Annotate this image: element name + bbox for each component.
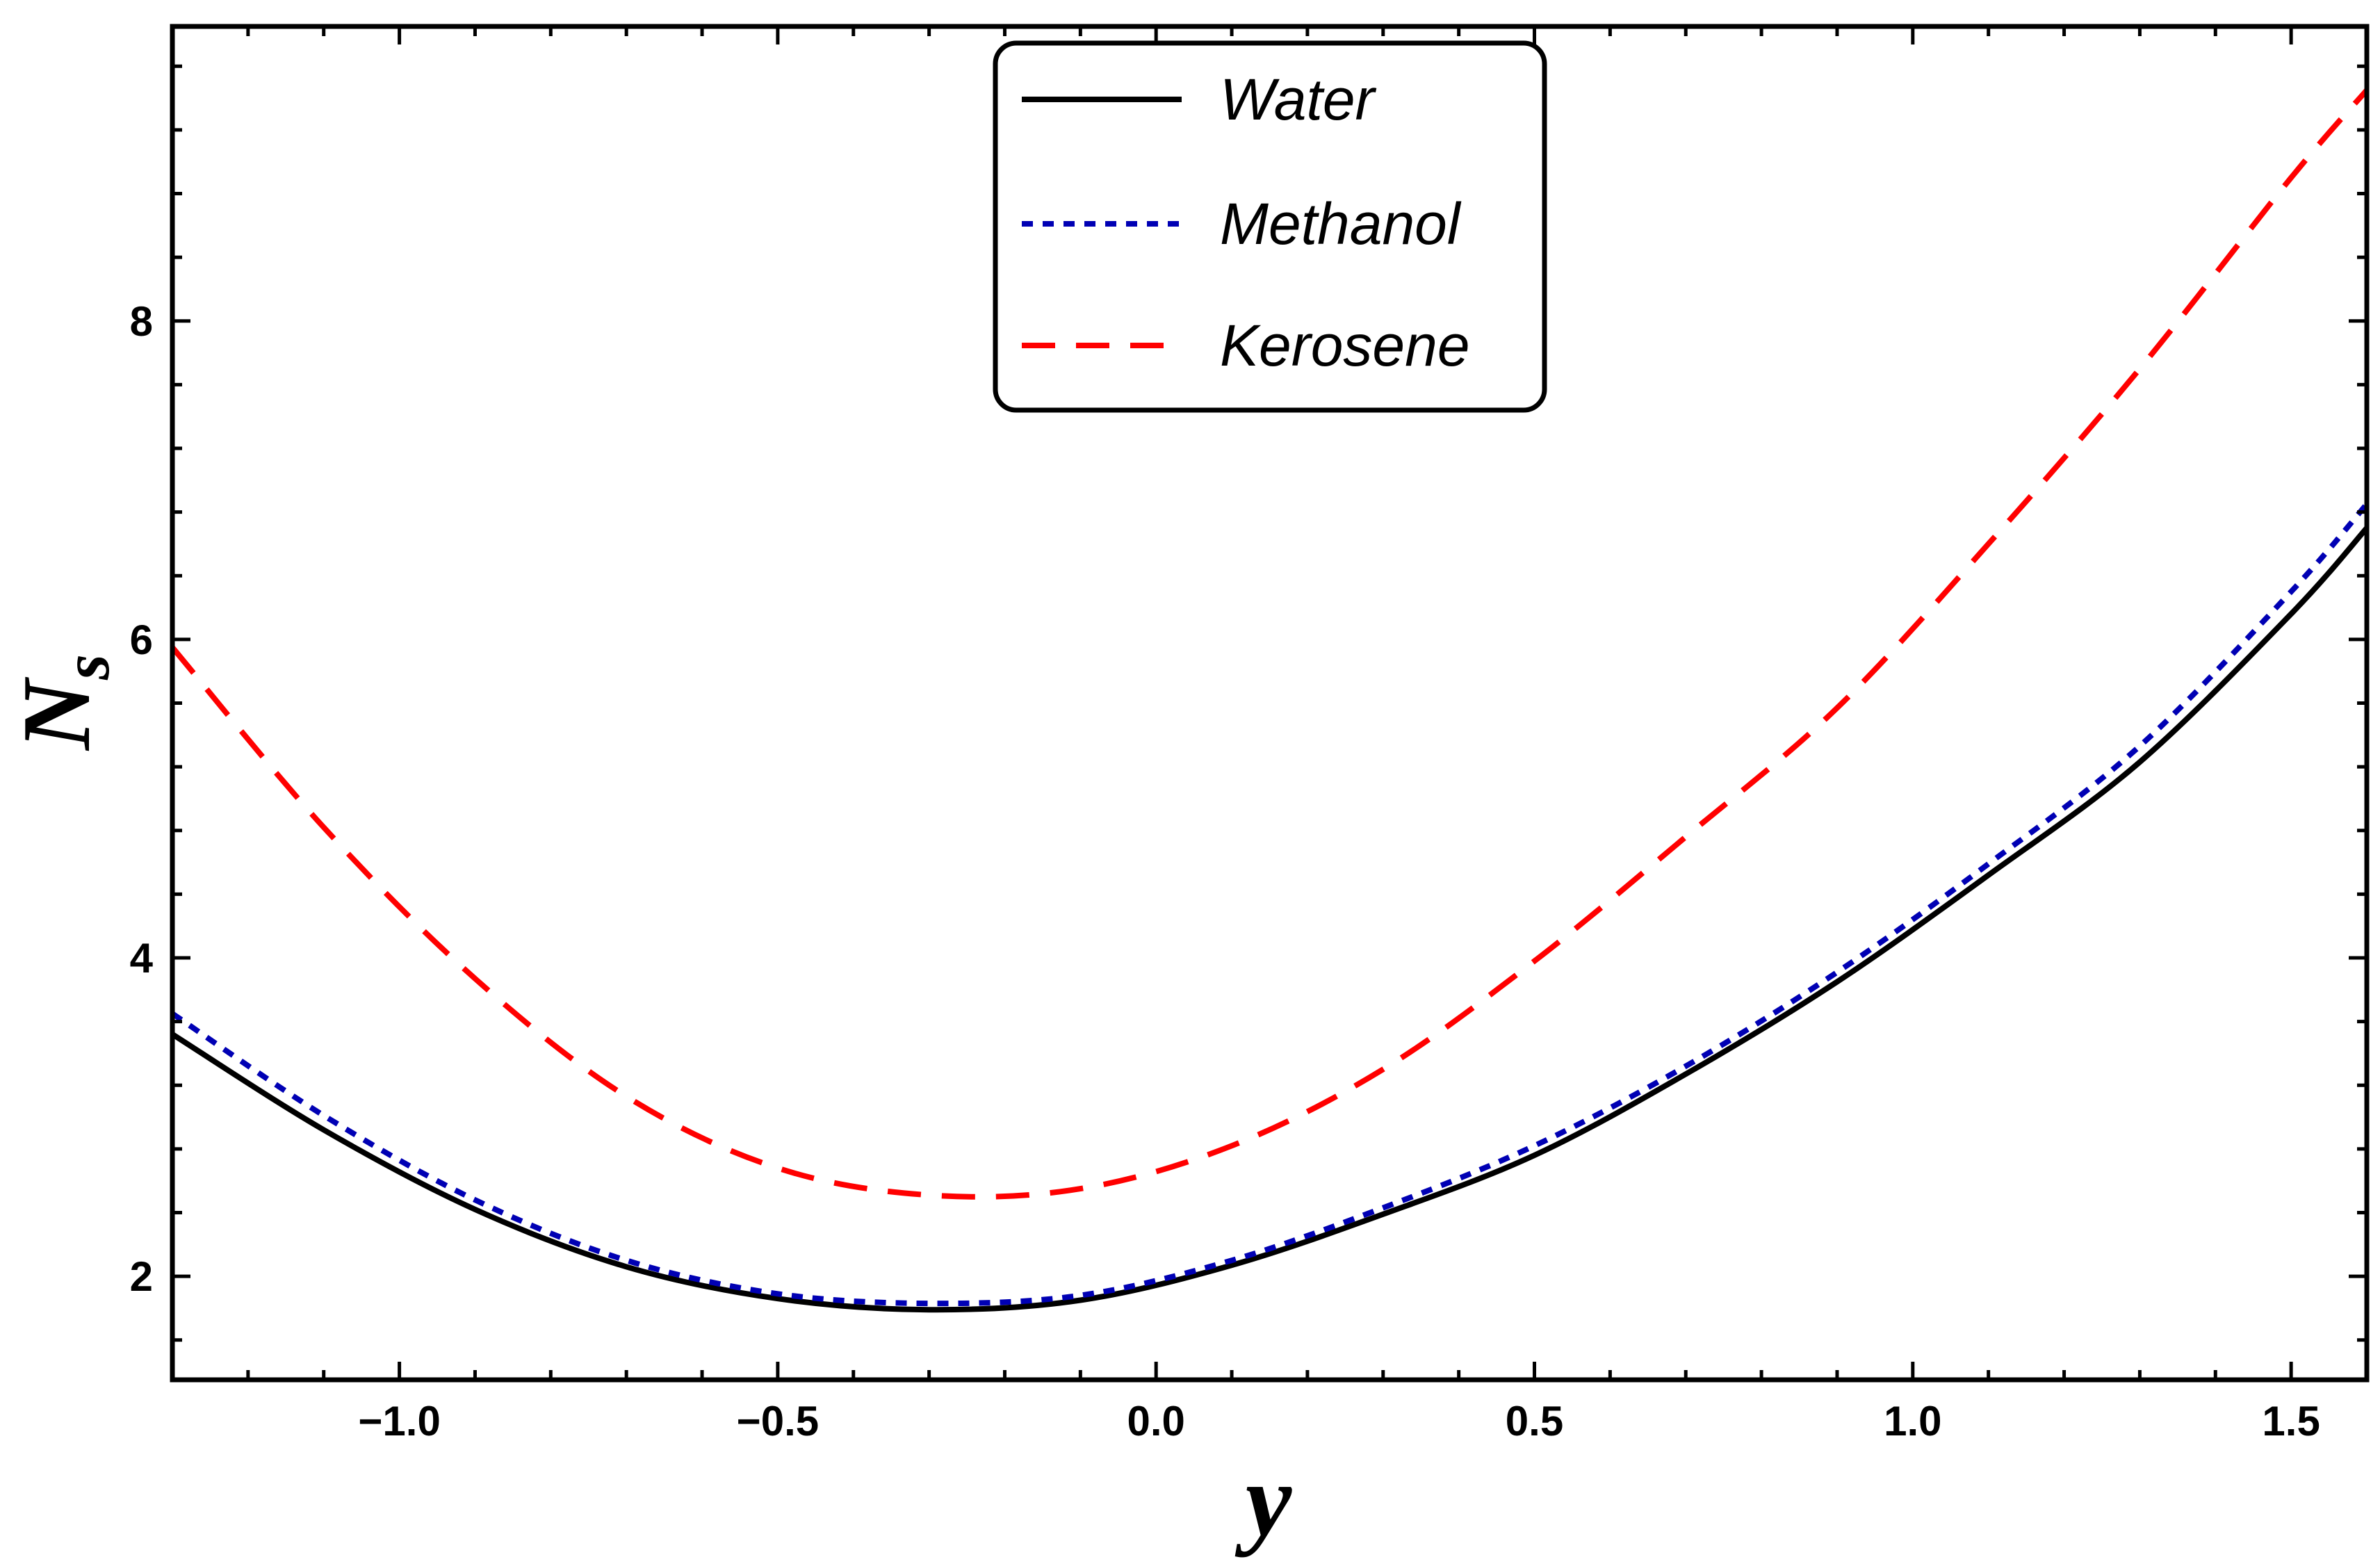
y-tick-label: 4 bbox=[130, 935, 154, 981]
y-axis-title: Ns bbox=[3, 654, 123, 751]
x-tick-label: 0.5 bbox=[1506, 1398, 1563, 1444]
y-tick-label: 8 bbox=[130, 298, 153, 345]
legend-label-water: Water bbox=[1220, 67, 1377, 132]
x-tick-label: −0.5 bbox=[737, 1398, 819, 1444]
x-tick-label: 1.5 bbox=[2262, 1398, 2320, 1444]
x-tick-label: 0.0 bbox=[1127, 1398, 1184, 1444]
series-layer bbox=[170, 88, 2370, 1313]
y-axis-title-subscript: s bbox=[49, 654, 123, 681]
legend: Water Methanol Kerosene bbox=[993, 40, 1547, 413]
y-tick-label: 6 bbox=[130, 617, 153, 663]
series-line-methanol bbox=[170, 502, 2370, 1307]
series-line-water bbox=[170, 526, 2370, 1313]
x-tick-label: 1.0 bbox=[1884, 1398, 1941, 1444]
y-tick-label: 2 bbox=[130, 1253, 153, 1300]
x-tick-label: −1.0 bbox=[358, 1398, 440, 1444]
tick-labels: −1.0 −0.5 0.0 0.5 1.0 1.5 2 4 6 8 bbox=[130, 298, 2320, 1444]
legend-label-methanol: Methanol bbox=[1220, 191, 1462, 256]
ticks-layer bbox=[170, 26, 2369, 1380]
series-line-kerosene bbox=[170, 88, 2370, 1200]
legend-label-kerosene: Kerosene bbox=[1220, 313, 1470, 378]
legend-box bbox=[993, 40, 1547, 413]
svg-text:Ns: Ns bbox=[3, 654, 123, 751]
y-axis-title-main: N bbox=[3, 676, 111, 751]
